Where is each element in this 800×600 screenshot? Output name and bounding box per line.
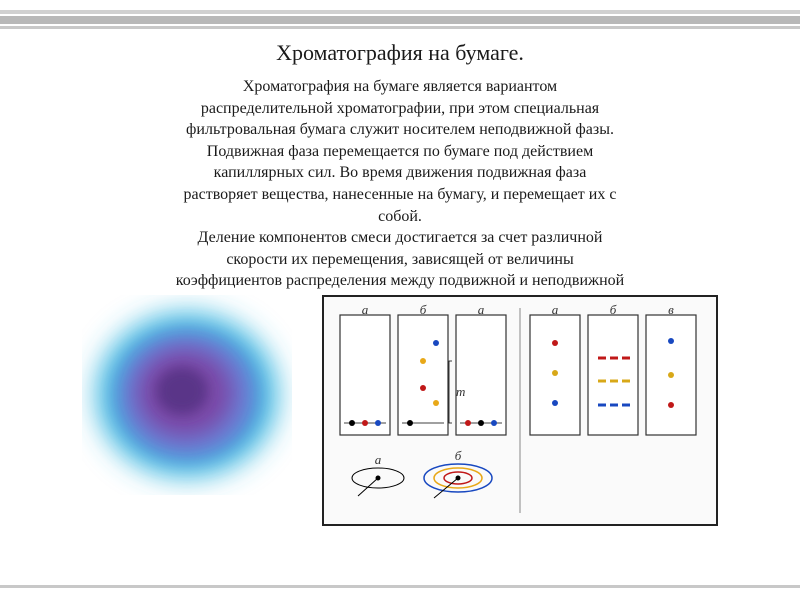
bottom-decor-bars bbox=[0, 585, 800, 588]
svg-text:б: б bbox=[610, 303, 617, 317]
slide-content: Хроматография на бумаге. Хроматография н… bbox=[0, 40, 800, 314]
svg-text:б: б bbox=[455, 448, 462, 463]
image-row: а б а m а б а б в bbox=[0, 295, 800, 526]
svg-text:б: б bbox=[420, 303, 427, 317]
svg-text:а: а bbox=[552, 303, 559, 317]
diagram-svg: а б а m а б а б в bbox=[330, 303, 710, 518]
chromatography-spot-image bbox=[82, 295, 292, 495]
svg-text:а: а bbox=[362, 303, 369, 317]
svg-text:в: в bbox=[668, 303, 674, 317]
slide-title: Хроматография на бумаге. bbox=[20, 40, 780, 66]
top-decor-bars bbox=[0, 10, 800, 29]
svg-text:m: m bbox=[456, 384, 465, 399]
chromatography-diagram: а б а m а б а б в bbox=[322, 295, 718, 526]
svg-text:а: а bbox=[375, 452, 382, 467]
slide-body-text: Хроматография на бумаге является вариант… bbox=[20, 76, 780, 314]
svg-text:а: а bbox=[478, 303, 485, 317]
